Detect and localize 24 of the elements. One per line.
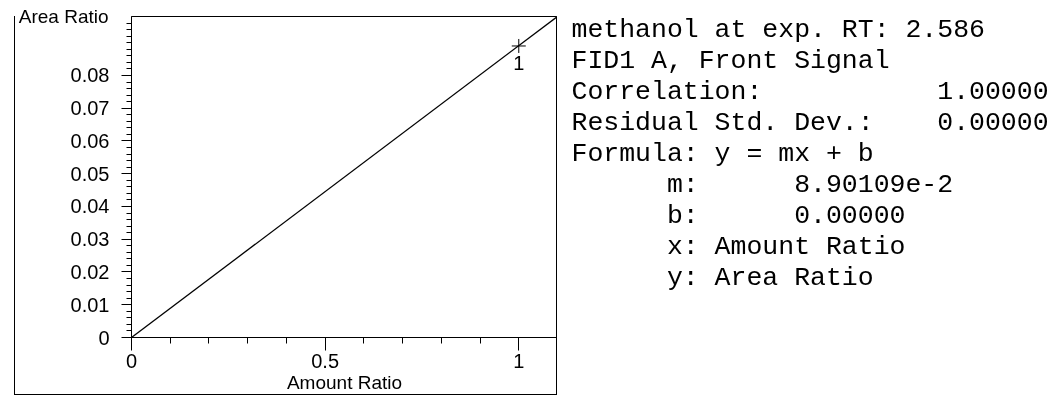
text: Formula: y = mx + b xyxy=(571,138,874,169)
text: m: 8.90109e-2 xyxy=(571,169,954,200)
y-tick-label: 0.06 xyxy=(70,129,110,152)
x-tick-label: 0.5 xyxy=(311,349,340,372)
y-tick-label: 0.07 xyxy=(70,97,110,120)
y-tick-label: 0 xyxy=(98,326,110,349)
x-axis-title: Amount Ratio xyxy=(286,371,403,393)
x-tick-label: 0 xyxy=(125,349,138,372)
x-tick-label: 1 xyxy=(513,349,525,372)
y-tick-label: 0.03 xyxy=(70,228,110,251)
text: FID1 A, Front Signal xyxy=(571,45,890,76)
y-axis-title: Area Ratio xyxy=(18,6,109,27)
y-tick-label: 0.08 xyxy=(70,64,110,87)
text: y: Area Ratio xyxy=(571,262,874,293)
text: Correlation: 1.00000 xyxy=(571,76,1049,107)
y-tick-label: 0.04 xyxy=(70,195,110,218)
annotation: 1 xyxy=(513,51,525,74)
y-tick-label: 0.02 xyxy=(70,260,110,283)
text: Residual Std. Dev.: 0.00000 xyxy=(571,107,1049,138)
y-tick-label: 0.01 xyxy=(70,293,110,316)
text: b: 0.00000 xyxy=(571,200,906,231)
text: x: Amount Ratio xyxy=(571,231,906,262)
text: methanol at exp. RT: 2.586 xyxy=(571,14,985,45)
y-tick-label: 0.05 xyxy=(70,162,110,185)
